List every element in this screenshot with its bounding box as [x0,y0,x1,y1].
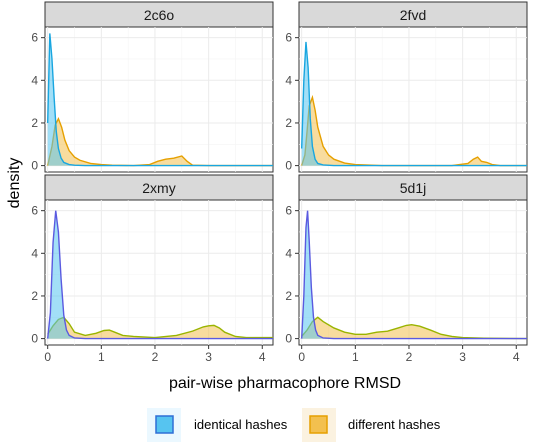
density-line-different-hashes-2c6o [46,116,273,167]
strip-2xmy [44,174,274,201]
legend-label-different-hashes: different hashes [348,417,441,432]
density-area-different-hashes-2xmy [47,317,274,339]
panel-5d1j: 5d1j 0 2 4 6 0 1 2 3 4 [285,174,528,364]
strip-2fvd [298,1,528,28]
legend: identical hashes different hashes [147,408,441,442]
x-tick-label-5d1j: 0 [298,350,305,364]
x-tick-label-2xmy: 4 [259,350,266,364]
panel-2xmy: 2xmy 0 2 4 6 0 1 2 3 4 [31,174,274,364]
strip-label-2fvd: 2fvd [400,7,426,23]
density-line-identical-hashes-2fvd [300,41,527,167]
y-tick-label-2xmy: 6 [31,204,38,218]
panel-2fvd: 2fvd 0 2 4 6 [285,1,528,173]
x-tick-label-5d1j: 3 [459,350,466,364]
y-tick-label-5d1j: 0 [285,332,292,346]
y-tick-label-2fvd: 0 [285,159,292,173]
y-tick-label-2c6o: 6 [31,31,38,45]
x-tick-label-5d1j: 1 [352,350,359,364]
legend-label-identical-hashes: identical hashes [194,417,288,432]
plot-area-2xmy [44,199,274,346]
y-tick-label-2xmy: 2 [31,289,38,303]
plot-area-5d1j [298,199,528,346]
y-tick-label-2xmy: 0 [31,332,38,346]
x-tick-label-2xmy: 0 [44,350,51,364]
x-tick-label-5d1j: 4 [513,350,520,364]
panel-2c6o: 2c6o 0 2 4 6 [31,1,274,173]
y-tick-label-2fvd: 6 [285,31,292,45]
strip-label-2xmy: 2xmy [142,180,175,196]
x-tick-label-2xmy: 1 [98,350,105,364]
strip-label-2c6o: 2c6o [144,7,175,23]
y-tick-label-2c6o: 0 [31,159,38,173]
plot-area-2fvd [298,26,528,173]
density-line-identical-hashes-2c6o [46,33,273,167]
y-tick-label-2c6o: 2 [31,116,38,130]
x-tick-label-2xmy: 2 [152,350,159,364]
density-line-different-hashes-2fvd [301,94,527,167]
x-tick-label-5d1j: 2 [406,350,413,364]
x-axis-title: pair-wise pharmacophore RMSD [169,375,401,392]
strip-5d1j [298,174,528,201]
density-line-different-hashes-2xmy [47,316,273,339]
strip-label-5d1j: 5d1j [400,180,426,196]
y-tick-label-5d1j: 6 [285,204,292,218]
density-area-different-hashes-5d1j [301,317,527,339]
y-tick-label-5d1j: 2 [285,289,292,303]
x-tick-label-2xmy: 3 [205,350,212,364]
density-line-identical-hashes-5d1j [300,210,527,340]
legend-item-identical-hashes: identical hashes [147,408,288,442]
y-tick-label-2fvd: 4 [285,73,292,87]
y-tick-label-2fvd: 2 [285,116,292,130]
density-line-identical-hashes-2xmy [46,210,273,340]
plot-area-2c6o [44,26,274,173]
density-line-different-hashes-5d1j [301,316,528,340]
y-tick-label-2xmy: 4 [31,246,38,260]
legend-swatch-different-hashes [309,415,328,434]
legend-swatch-identical-hashes [155,415,174,434]
y-tick-label-5d1j: 4 [285,246,292,260]
legend-item-different-hashes: different hashes [302,408,441,442]
density-area-different-hashes-2c6o [47,118,274,166]
y-axis-title: density [6,158,23,209]
density-area-different-hashes-2fvd [301,97,527,166]
y-tick-label-2c6o: 4 [31,73,38,87]
